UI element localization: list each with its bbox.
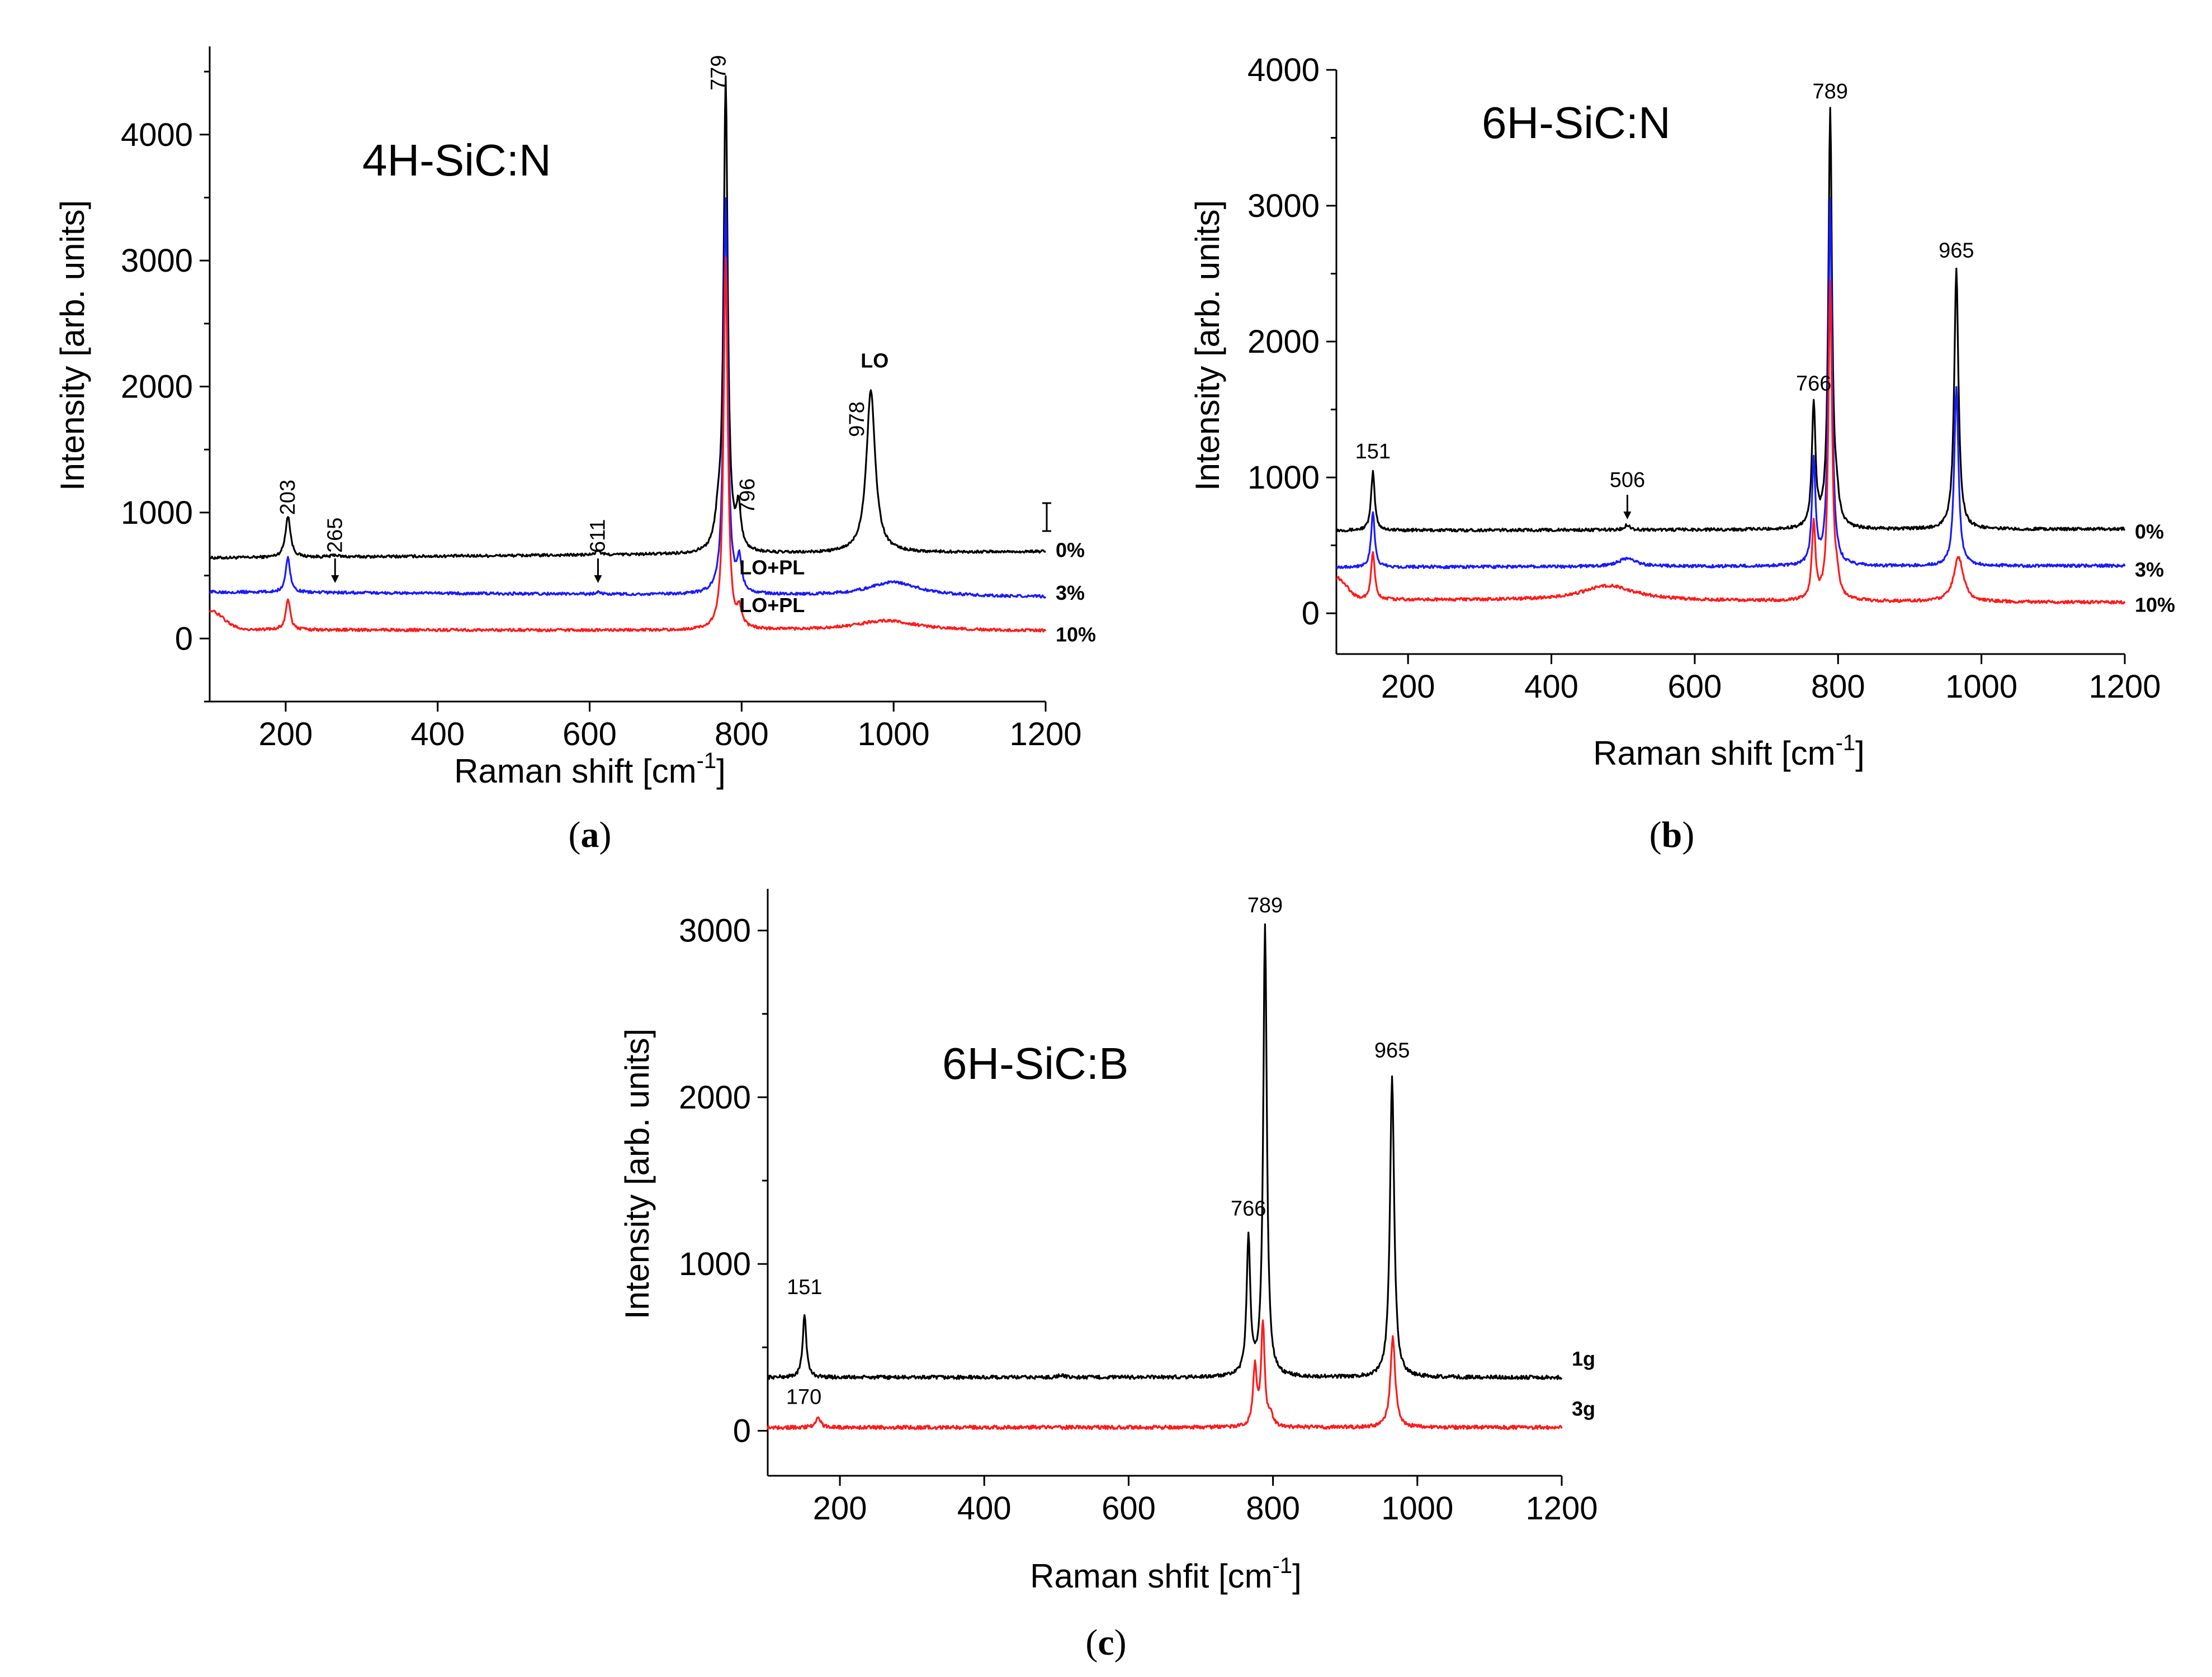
panel-c-ylabel: Intensity [arb. units]	[618, 1029, 656, 1319]
x-tick-label: 1200	[1009, 716, 1081, 752]
y-tick-label: 3000	[1247, 188, 1320, 224]
x-tick-label: 800	[1246, 1490, 1300, 1527]
peak-label: 965	[1374, 1039, 1410, 1062]
panel-c-caption: (c)	[1085, 1622, 1126, 1663]
panel-a-chart: 200 400 600 800 1000 1200 0 1000 2000 3000 4000 0% 3…	[121, 46, 1096, 752]
peak-label: 796	[736, 479, 759, 514]
panel-c-xlabel-main: Raman shfit [cm	[1030, 1557, 1272, 1595]
series-label: 0%	[2135, 520, 2164, 543]
y-tick-label: 3000	[679, 913, 751, 949]
peak-arrow-head	[594, 575, 602, 584]
panel-a-xlabel-end: ]	[716, 752, 726, 790]
series-label: 3%	[2135, 558, 2164, 581]
peak-label: 965	[1939, 239, 1974, 262]
peak-label: 203	[276, 480, 300, 515]
panel-b-title: 6H-SiC:N	[1482, 98, 1671, 148]
x-tick-label: 400	[410, 716, 465, 752]
peak-label: 766	[1231, 1197, 1266, 1221]
peak-label: 978	[845, 401, 869, 437]
y-tick-label: 0	[175, 620, 193, 657]
x-tick-label: 200	[1381, 669, 1435, 705]
y-tick-label: 0	[1302, 595, 1320, 632]
peak-label: 611	[586, 519, 609, 553]
y-tick-label: 1000	[679, 1246, 751, 1282]
x-tick-label: 1000	[1945, 669, 2017, 705]
panel-a-xlabel: Raman shift [cm-1]	[454, 749, 726, 790]
panel-c-title: 6H-SiC:B	[942, 1039, 1128, 1088]
x-tick-label: 600	[1102, 1490, 1156, 1527]
x-tick-label: 200	[259, 716, 313, 752]
panel-b-xlabel: Raman shift [cm-1]	[1593, 731, 1865, 772]
peak-label: 151	[1355, 440, 1391, 463]
x-tick-label: 400	[1524, 669, 1578, 705]
peak-label: 506	[1610, 468, 1645, 492]
series-label: 3g	[1572, 1398, 1595, 1420]
panel-c-xlabel: Raman shfit [cm-1]	[1030, 1553, 1302, 1595]
x-tick-label: 600	[563, 716, 617, 752]
peak-label: 151	[787, 1276, 822, 1299]
series-3%-line	[209, 197, 1047, 599]
series-label: 10%	[2135, 594, 2175, 617]
panel-b-xlabel-end: ]	[1855, 735, 1865, 772]
panel-a-xlabel-main: Raman shift [cm	[454, 752, 696, 790]
panel-a-title: 4H-SiC:N	[362, 135, 551, 185]
panel-b-xlabel-main: Raman shift [cm	[1593, 735, 1835, 772]
peak-label: 779	[707, 55, 731, 90]
y-tick-label: 4000	[1247, 52, 1320, 88]
annotation-label: LO+PL	[739, 594, 805, 617]
panel-a-caption: (a)	[569, 814, 612, 855]
peak-label: 766	[1796, 372, 1831, 396]
panel-a-caption-letter: a	[581, 814, 599, 855]
series-label: 10%	[1056, 623, 1096, 646]
panel-a-ylabel: Intensity [arb. units]	[54, 200, 91, 491]
x-tick-label: 800	[715, 716, 769, 752]
panel-b-xlabel-sup: -1	[1836, 731, 1856, 755]
peak-label: 170	[786, 1386, 821, 1409]
y-tick-label: 3000	[121, 243, 193, 279]
series-10%-line	[1335, 280, 2126, 605]
panel-b-caption: (b)	[1649, 814, 1695, 855]
peak-label: 789	[1247, 894, 1283, 917]
series-0%-line	[209, 75, 1046, 560]
y-tick-label: 2000	[1247, 324, 1320, 360]
y-tick-label: 4000	[121, 117, 193, 153]
y-tick-label: 0	[733, 1413, 751, 1449]
x-tick-label: 1000	[1381, 1490, 1453, 1527]
series-1g-line	[767, 923, 1563, 1380]
series-0%-line	[1336, 107, 2126, 533]
panel-c-chart: 200 400 600 800 1000 1200 0 1000 2000 3000 1g 3g 151…	[679, 889, 1598, 1527]
x-tick-label: 1200	[2088, 669, 2161, 705]
x-tick-label: 200	[813, 1490, 867, 1527]
peak-arrow-head	[331, 575, 339, 584]
annotation-label: LO	[861, 349, 888, 372]
x-tick-label: 1000	[858, 716, 930, 752]
peak-arrow-head	[1623, 511, 1632, 520]
x-tick-label: 800	[1811, 669, 1865, 705]
panel-c-xlabel-sup: -1	[1273, 1553, 1293, 1578]
panel-a-scale-mark	[1042, 502, 1051, 532]
y-tick-label: 2000	[679, 1079, 751, 1116]
series-3g-line	[767, 1319, 1563, 1430]
peak-label: 265	[323, 518, 347, 553]
series-3%-line	[1336, 197, 2126, 570]
series-label: 3%	[1056, 581, 1085, 604]
x-tick-label: 600	[1668, 669, 1722, 705]
panel-c-xlabel-end: ]	[1292, 1557, 1302, 1595]
panel-a-xlabel-sup: -1	[697, 749, 717, 773]
panel-b-ylabel: Intensity [arb. units]	[1189, 200, 1226, 491]
annotation-label: LO+PL	[739, 556, 805, 579]
series-label: 1g	[1572, 1347, 1595, 1370]
peak-label: 789	[1812, 80, 1847, 103]
y-tick-label: 1000	[1247, 459, 1320, 496]
y-tick-label: 1000	[121, 495, 193, 531]
panel-b-caption-letter: b	[1662, 814, 1682, 855]
x-tick-label: 1200	[1525, 1490, 1597, 1527]
y-tick-label: 2000	[121, 369, 193, 405]
x-tick-label: 400	[957, 1490, 1012, 1527]
series-label: 0%	[1056, 539, 1085, 562]
panel-b-chart: 200 400 600 800 1000 1200 0 1000 2000 3000 4000 0% 3…	[1247, 52, 2175, 705]
series-10%-line	[209, 256, 1047, 633]
panel-c-caption-letter: c	[1098, 1622, 1114, 1663]
